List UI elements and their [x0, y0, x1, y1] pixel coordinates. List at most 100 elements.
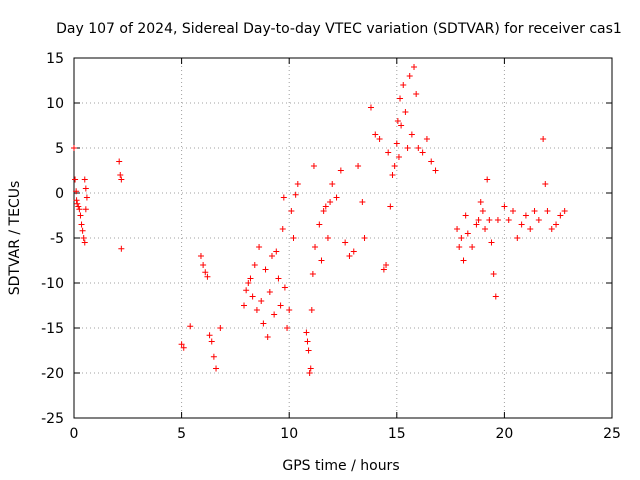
data-point	[395, 154, 402, 160]
data-point	[337, 167, 344, 174]
data-point	[383, 262, 390, 268]
data-point	[271, 311, 278, 318]
data-point	[355, 163, 362, 169]
data-point	[406, 73, 413, 79]
data-point	[202, 269, 209, 276]
x-tick-label: 20	[495, 426, 513, 442]
data-point	[210, 353, 217, 360]
data-point	[553, 221, 560, 228]
data-point	[531, 208, 538, 214]
data-point	[217, 325, 224, 331]
data-point	[260, 320, 267, 327]
data-point	[462, 212, 469, 219]
data-point	[180, 344, 187, 351]
data-point	[304, 338, 311, 345]
data-point	[286, 307, 293, 313]
data-point	[488, 239, 495, 246]
data-point	[74, 200, 81, 207]
data-point	[333, 194, 340, 201]
data-point	[76, 206, 83, 213]
data-point	[266, 289, 273, 295]
data-point	[290, 235, 297, 241]
data-point	[308, 307, 315, 313]
data-point	[464, 230, 471, 237]
data-point	[73, 197, 80, 204]
data-point	[81, 176, 88, 183]
data-point	[428, 158, 435, 165]
data-point	[82, 185, 89, 192]
y-tick-labels: 15 10 5 0 -5 -10 -15 -20 -25	[41, 51, 64, 427]
data-point	[82, 206, 89, 213]
data-point	[275, 275, 282, 282]
chart-title: Day 107 of 2024, Sidereal Day-to-day VTE…	[56, 21, 622, 37]
x-axis-label: GPS time / hours	[282, 458, 399, 474]
data-point	[473, 221, 480, 228]
y-tick-label: -5	[50, 231, 64, 247]
data-point	[527, 226, 534, 232]
data-point	[72, 176, 79, 183]
data-point	[372, 131, 379, 138]
data-point	[73, 188, 80, 195]
data-point	[118, 176, 125, 183]
data-point	[394, 118, 401, 124]
data-point	[80, 235, 87, 241]
x-tick-label: 25	[603, 426, 621, 442]
data-point	[303, 329, 310, 336]
data-point	[213, 365, 220, 372]
data-point	[79, 227, 86, 234]
data-point	[204, 273, 211, 280]
data-point	[540, 136, 547, 142]
data-point	[324, 235, 331, 241]
y-tick-label: -15	[41, 321, 64, 337]
data-point	[78, 221, 85, 228]
y-tick-label: -25	[41, 411, 64, 427]
data-point	[83, 194, 90, 201]
data-point	[492, 293, 499, 300]
data-point	[397, 95, 404, 102]
y-tick-label: 0	[55, 186, 64, 202]
data-points	[71, 64, 568, 376]
data-point	[490, 271, 497, 277]
data-point	[294, 181, 301, 187]
data-point	[460, 257, 467, 264]
data-point	[305, 347, 312, 354]
axis-ticks	[73, 57, 613, 419]
data-point	[277, 302, 284, 309]
data-point	[411, 64, 418, 70]
data-point	[477, 199, 484, 205]
data-point	[281, 284, 288, 291]
data-point	[458, 235, 465, 241]
data-point	[479, 208, 486, 214]
data-point	[273, 248, 280, 255]
data-point	[346, 253, 353, 259]
data-point	[505, 217, 512, 223]
x-tick-label: 0	[70, 426, 79, 442]
x-tick-label: 5	[177, 426, 186, 442]
data-point	[402, 109, 409, 115]
data-point	[408, 131, 415, 138]
data-point	[387, 203, 394, 210]
data-point	[413, 91, 420, 97]
data-point	[280, 194, 287, 201]
data-point	[494, 217, 501, 223]
data-point	[262, 266, 269, 273]
y-tick-label: 10	[46, 96, 64, 112]
data-point	[385, 149, 392, 156]
data-point	[200, 262, 207, 268]
data-point	[329, 181, 336, 187]
grid-lines	[74, 58, 612, 418]
data-point	[178, 341, 185, 348]
data-point	[320, 208, 327, 214]
data-point	[81, 239, 88, 246]
data-point	[243, 287, 250, 294]
data-point	[197, 253, 204, 259]
data-point	[251, 262, 258, 268]
data-point	[350, 248, 357, 255]
y-tick-label: 15	[46, 51, 64, 67]
data-point	[486, 217, 493, 223]
data-point	[359, 199, 366, 205]
data-point	[542, 181, 549, 187]
data-point	[398, 122, 405, 129]
data-point	[75, 203, 82, 210]
data-point	[307, 365, 314, 372]
